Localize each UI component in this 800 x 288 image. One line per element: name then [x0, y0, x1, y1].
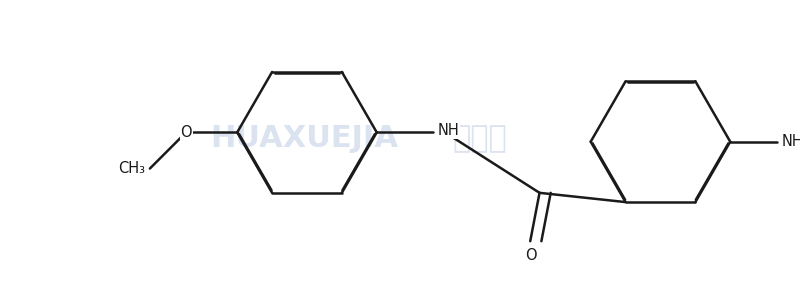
Text: 化学加: 化学加	[453, 124, 507, 153]
Text: O: O	[180, 125, 192, 140]
Text: O: O	[526, 248, 537, 263]
Text: CH₃: CH₃	[118, 161, 146, 176]
Text: NH: NH	[438, 123, 459, 138]
Text: HUAXUEJIA: HUAXUEJIA	[210, 124, 398, 153]
Text: NH₂: NH₂	[782, 134, 800, 149]
